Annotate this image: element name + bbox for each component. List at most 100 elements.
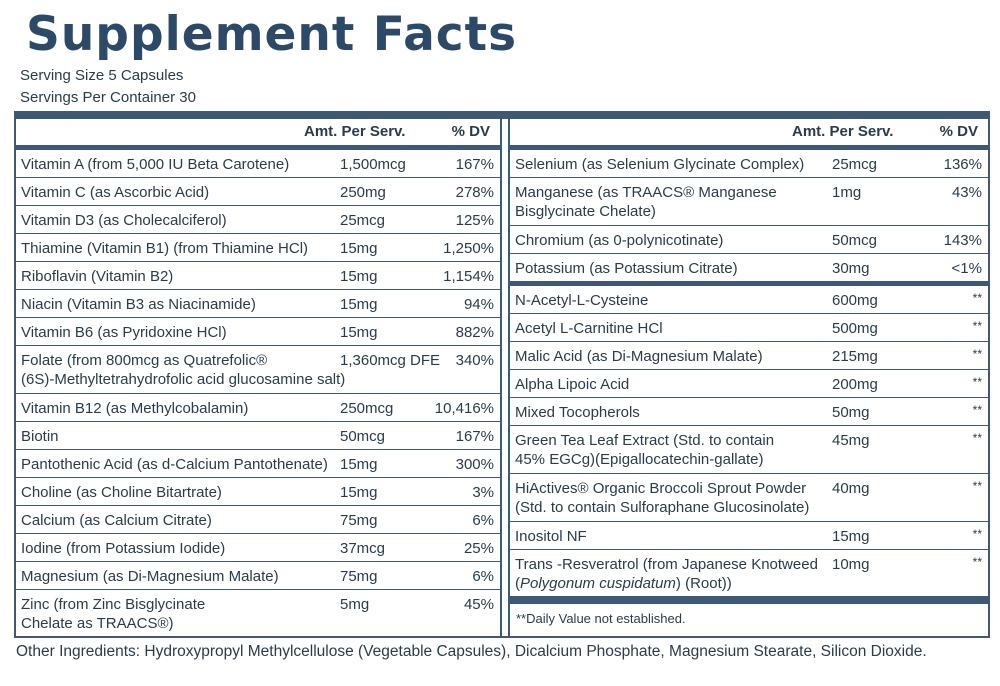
nutrient-name: HiActives® Organic Broccoli Sprout Powde… <box>515 479 809 517</box>
nutrient-name: Selenium (as Selenium Glycinate Complex) <box>515 155 804 174</box>
left-column-header: Amt. Per Serv. % DV <box>16 119 500 145</box>
daily-value: ** <box>972 347 982 361</box>
nutrient-name-line: Iodine (from Potassium Iodide) <box>21 540 226 557</box>
amount-per-serving: 200mg <box>832 376 878 393</box>
top-thick-rule <box>14 111 990 119</box>
nutrient-row: Folate (from 800mcg as Quatrefolic® (6S)-… <box>16 346 500 394</box>
nutrient-name: Biotin <box>21 427 59 446</box>
nutrient-name: Vitamin A (from 5,000 IU Beta Carotene) <box>21 155 289 174</box>
daily-value: 278% <box>455 184 494 201</box>
nutrient-row: N-Acetyl-L-Cysteine 600mg ** <box>510 286 988 314</box>
nutrient-row: Inositol NF 15mg ** <box>510 522 988 550</box>
nutrient-name-line: Inositol NF <box>515 528 587 545</box>
nutrient-name-line: Alpha Lipoic Acid <box>515 376 630 393</box>
amount-per-serving: 5mg <box>340 596 370 613</box>
nutrient-name-line: HiActives® Organic Broccoli Sprout Powde… <box>515 480 807 497</box>
amount-per-serving: 250mg <box>340 184 386 201</box>
amount-per-serving: 1mg <box>832 184 862 201</box>
nutrient-row: Green Tea Leaf Extract (Std. to contain 4… <box>510 426 988 474</box>
nutrient-name-line: Biotin <box>21 428 59 445</box>
nutrient-row: Vitamin B6 (as Pyridoxine HCl) 15mg 882% <box>16 318 500 346</box>
nutrient-row: Alpha Lipoic Acid 200mg ** <box>510 370 988 398</box>
daily-value: ** <box>972 375 982 389</box>
amount-per-serving: 15mg <box>340 324 378 341</box>
nutrient-row: Acetyl L-Carnitine HCl 500mg ** <box>510 314 988 342</box>
nutrient-name: Acetyl L-Carnitine HCl <box>515 319 663 338</box>
nutrient-name-line: (Polygonum cuspidatum) (Root)) <box>515 574 818 593</box>
nutrient-name: N-Acetyl-L-Cysteine <box>515 291 648 310</box>
nutrient-name-line: Selenium (as Selenium Glycinate Complex) <box>515 156 805 173</box>
amount-per-serving: 50mcg <box>832 232 878 249</box>
amount-per-serving: 15mg <box>340 484 378 501</box>
amount-header: Amt. Per Serv. <box>792 123 894 140</box>
other-ingredient-list: N-Acetyl-L-Cysteine 600mg ** Acetyl L-Carni… <box>510 286 988 597</box>
daily-value: ** <box>972 319 982 333</box>
nutrient-name-line: Acetyl L-Carnitine HCl <box>515 320 663 337</box>
nutrient-row: Vitamin D3 (as Cholecalciferol) 25mcg 125% <box>16 206 500 234</box>
nutrient-name: Vitamin C (as Ascorbic Acid) <box>21 183 209 202</box>
nutrient-name-line: Folate (from 800mcg as Quatrefolic® <box>21 352 268 369</box>
daily-value: <1% <box>951 260 982 277</box>
name-suffix: ) (Root)) <box>675 575 732 592</box>
amount-per-serving: 45mg <box>832 432 870 449</box>
nutrient-name: Manganese (as TRAACS® Manganese Bisglycin… <box>515 183 777 221</box>
left-nutrient-panel: Amt. Per Serv. % DV Vitamin A (from 5,00… <box>14 119 502 638</box>
daily-value: 1,250% <box>443 240 494 257</box>
nutrient-name: Trans -Resveratrol (from Japanese Knotwe… <box>515 555 818 593</box>
name-prefix: ( <box>515 575 520 592</box>
daily-value: ** <box>972 555 982 569</box>
amount-per-serving: 600mg <box>832 292 878 309</box>
amount-per-serving: 215mg <box>832 348 878 365</box>
serving-size: Serving Size 5 Capsules <box>20 67 184 84</box>
amount-per-serving: 15mg <box>340 268 378 285</box>
nutrient-name: Riboflavin (Vitamin B2) <box>21 267 173 286</box>
daily-value: 25% <box>463 540 494 557</box>
servings-per-container: Servings Per Container 30 <box>20 89 196 106</box>
amount-per-serving: 10mg <box>832 556 870 573</box>
nutrient-row: Iodine (from Potassium Iodide) 37mcg 25% <box>16 534 500 562</box>
nutrient-name-line: Vitamin C (as Ascorbic Acid) <box>21 184 210 201</box>
nutrient-row: Niacin (Vitamin B3 as Niacinamide) 15mg 94… <box>16 290 500 318</box>
nutrient-name: Choline (as Choline Bitartrate) <box>21 483 222 502</box>
daily-value: ** <box>972 291 982 305</box>
nutrient-name-line: Choline (as Choline Bitartrate) <box>21 484 222 501</box>
amount-per-serving: 15mg <box>340 456 378 473</box>
right-nutrient-panel: Amt. Per Serv. % DV Selenium (as Seleniu… <box>508 119 990 637</box>
nutrient-name: Vitamin B12 (as Methylcobalamin) <box>21 399 248 418</box>
nutrient-row: Magnesium (as Di-Magnesium Malate) 75mg 6% <box>16 562 500 590</box>
nutrient-name: Thiamine (Vitamin B1) (from Thiamine HCl… <box>21 239 308 258</box>
nutrient-row: Thiamine (Vitamin B1) (from Thiamine HCl… <box>16 234 500 262</box>
nutrient-row: Trans -Resveratrol (from Japanese Knotwe… <box>510 550 988 597</box>
nutrient-row: Biotin 50mcg 167% <box>16 422 500 450</box>
dv-header: % DV <box>451 123 490 140</box>
nutrient-name-line: Niacin (Vitamin B3 as Niacinamide) <box>21 296 256 313</box>
amount-per-serving: 50mcg <box>340 428 386 445</box>
nutrient-name: Mixed Tocopherols <box>515 403 640 422</box>
nutrient-name: Zinc (from Zinc Bisglycinate Chelate as T… <box>21 595 205 633</box>
nutrient-row: Manganese (as TRAACS® Manganese Bisglycin… <box>510 178 988 226</box>
amount-per-serving: 25mcg <box>832 156 878 173</box>
mineral-list: Selenium (as Selenium Glycinate Complex)… <box>510 150 988 282</box>
daily-value: ** <box>972 479 982 493</box>
nutrient-name-line: Vitamin D3 (as Cholecalciferol) <box>21 212 227 229</box>
nutrient-name-line: Trans -Resveratrol (from Japanese Knotwe… <box>515 556 818 573</box>
nutrient-row: HiActives® Organic Broccoli Sprout Powde… <box>510 474 988 522</box>
nutrient-name-line: Chromium (as 0-polynicotinate) <box>515 232 724 249</box>
group-separator <box>510 282 988 286</box>
daily-value: 6% <box>472 512 494 529</box>
amount-per-serving: 1,360mcg DFE <box>340 352 441 369</box>
nutrient-row: Vitamin C (as Ascorbic Acid) 250mg 278% <box>16 178 500 206</box>
nutrient-name-line: Vitamin B6 (as Pyridoxine HCl) <box>21 324 227 341</box>
nutrient-name-line: Calcium (as Calcium Citrate) <box>21 512 212 529</box>
daily-value: 882% <box>455 324 494 341</box>
nutrient-name-line: Pantothenic Acid (as d-Calcium Pantothen… <box>21 456 328 473</box>
nutrient-name: Niacin (Vitamin B3 as Niacinamide) <box>21 295 256 314</box>
nutrient-row: Choline (as Choline Bitartrate) 15mg 3% <box>16 478 500 506</box>
daily-value: 43% <box>951 184 982 201</box>
amount-per-serving: 50mg <box>832 404 870 421</box>
amount-per-serving: 75mg <box>340 512 378 529</box>
nutrient-name: Vitamin B6 (as Pyridoxine HCl) <box>21 323 227 342</box>
nutrient-name-line: Magnesium (as Di-Magnesium Malate) <box>21 568 279 585</box>
nutrient-name-line: Mixed Tocopherols <box>515 404 640 421</box>
left-nutrient-list: Vitamin A (from 5,000 IU Beta Carotene) 1… <box>16 150 500 638</box>
